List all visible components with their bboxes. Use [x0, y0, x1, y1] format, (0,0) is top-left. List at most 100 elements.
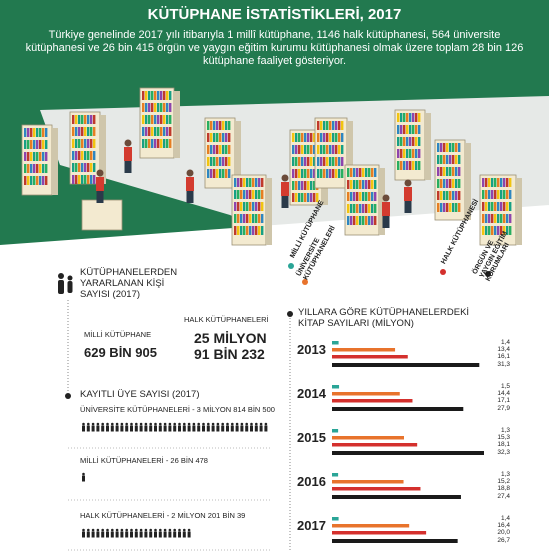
book — [503, 226, 506, 235]
book — [362, 180, 365, 189]
description: Türkiye genelinde 2017 yılı itibarıyla 1… — [25, 29, 524, 67]
row-label: HALK KÜTÜPHANELERİ - 2 MİLYON 201 BİN 39 — [80, 511, 246, 520]
legend-dot — [302, 279, 308, 285]
book — [142, 91, 145, 100]
icon-body — [149, 531, 153, 538]
shelf-side — [465, 143, 471, 220]
book — [255, 214, 258, 223]
icon-head — [168, 422, 172, 426]
book — [75, 127, 78, 136]
icon-head — [183, 528, 186, 532]
book — [326, 121, 329, 130]
bar — [332, 480, 404, 484]
book — [240, 202, 243, 211]
person-head — [186, 169, 194, 177]
book — [252, 226, 255, 235]
icon-body — [101, 531, 105, 538]
member-icon — [106, 422, 109, 432]
book — [295, 181, 298, 190]
member-icon — [125, 528, 129, 538]
book — [219, 145, 222, 154]
icon-head — [259, 422, 263, 426]
member-icon — [139, 422, 143, 432]
book — [90, 139, 93, 148]
member-icon — [134, 422, 138, 432]
book — [27, 152, 30, 161]
member-icon — [240, 422, 244, 432]
icon-body — [144, 531, 148, 538]
book — [443, 167, 446, 176]
book — [93, 163, 96, 172]
book — [409, 125, 412, 134]
book — [216, 169, 219, 178]
book — [255, 190, 258, 199]
icon-body — [115, 531, 119, 538]
member-icon — [144, 422, 148, 432]
bar — [332, 473, 339, 477]
book — [506, 214, 509, 223]
book — [335, 157, 338, 166]
book — [39, 164, 42, 173]
book — [323, 133, 326, 142]
member-icon — [168, 422, 172, 432]
icon-body — [120, 425, 124, 432]
book — [298, 145, 301, 154]
year-label: 2015 — [297, 430, 326, 445]
book — [295, 145, 298, 154]
book — [30, 164, 33, 173]
person-body — [382, 202, 390, 216]
book — [458, 167, 461, 176]
book — [148, 115, 151, 124]
book — [169, 139, 172, 148]
title: KÜTÜPHANE İSTATİSTİKLERİ, 2017 — [147, 6, 402, 23]
book — [81, 115, 84, 124]
book — [329, 145, 332, 154]
book — [145, 103, 148, 112]
icon-head — [115, 422, 119, 426]
person-legs — [96, 191, 104, 203]
book — [317, 157, 320, 166]
member-icon — [226, 422, 229, 432]
book — [75, 139, 78, 148]
value-label: 17,1 — [497, 397, 510, 404]
book — [362, 216, 365, 225]
icon-body — [154, 531, 157, 538]
book — [93, 127, 96, 136]
book — [320, 121, 323, 130]
member-icon — [202, 422, 205, 432]
book — [418, 113, 421, 122]
book — [304, 193, 307, 202]
icon-head — [135, 528, 138, 532]
shelves — [21, 87, 522, 285]
book — [418, 137, 421, 146]
book — [163, 127, 166, 136]
book — [350, 192, 353, 201]
person-body — [281, 182, 289, 196]
book — [455, 203, 458, 212]
book — [316, 193, 319, 202]
book — [210, 169, 213, 178]
icon-body — [226, 425, 229, 432]
icon-body — [182, 425, 186, 432]
book — [301, 145, 304, 154]
bar — [332, 443, 418, 447]
icon-body — [110, 531, 114, 538]
book — [506, 226, 509, 235]
book — [78, 115, 81, 124]
member-icon — [158, 422, 162, 432]
book — [295, 169, 298, 178]
book — [455, 179, 458, 188]
icon-head — [192, 422, 196, 426]
book — [440, 191, 443, 200]
book — [75, 151, 78, 160]
icon-body — [206, 425, 210, 432]
book — [148, 91, 151, 100]
book — [374, 180, 377, 189]
member-icon — [158, 528, 162, 538]
icon-body — [91, 531, 95, 538]
book — [446, 191, 449, 200]
book — [400, 137, 403, 146]
book — [84, 163, 87, 172]
member-icon — [192, 422, 196, 432]
book — [84, 175, 87, 184]
